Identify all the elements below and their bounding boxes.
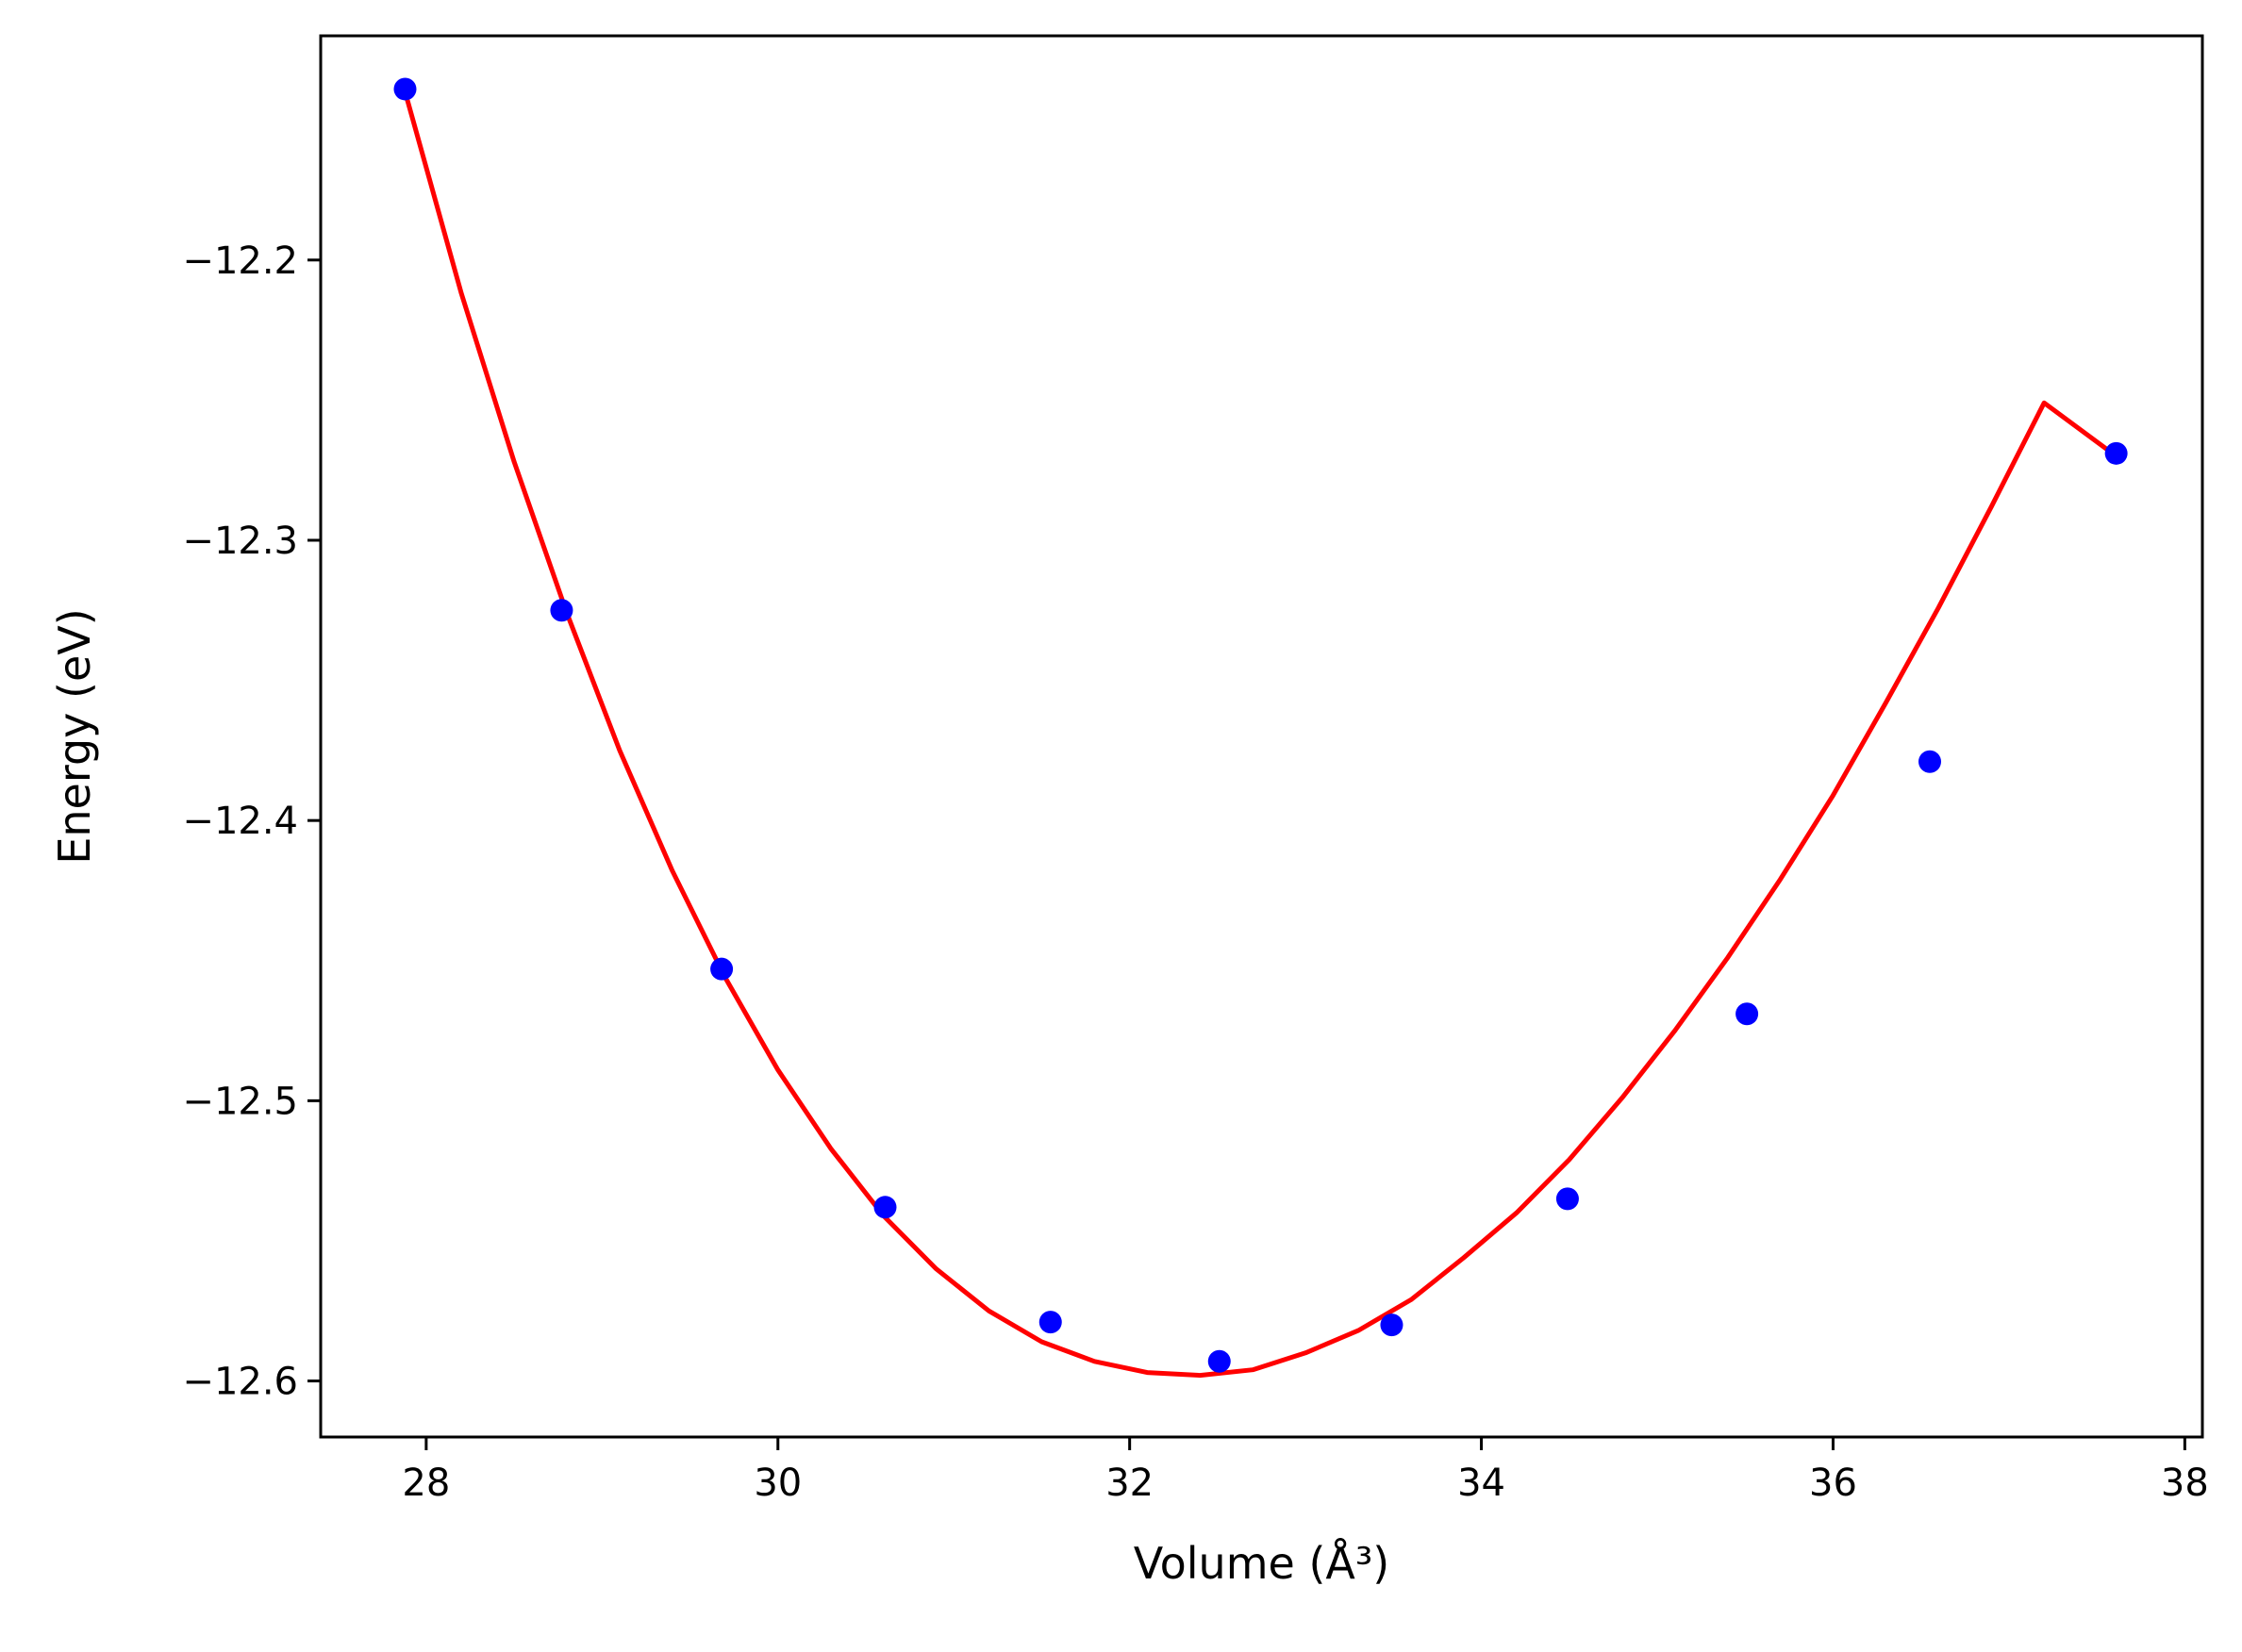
y-tick-label: −12.6 [182, 1361, 298, 1404]
data-point [1207, 1349, 1231, 1373]
x-tick-label: 28 [402, 1462, 450, 1505]
plot-frame [319, 34, 2204, 1439]
y-axis-ticks: −12.2 −12.3 −12.4 −12.5 −12.6 [182, 240, 321, 1404]
points-layer [393, 77, 2128, 1373]
data-point [1380, 1313, 1403, 1337]
x-tick-label: 38 [2161, 1462, 2209, 1505]
y-tick-label: −12.5 [182, 1080, 298, 1123]
data-point [550, 599, 573, 622]
x-tick-label: 30 [754, 1462, 802, 1505]
data-point [1555, 1187, 1579, 1211]
data-point [1038, 1311, 1062, 1334]
x-tick-label: 36 [1809, 1462, 1857, 1505]
data-point [2104, 441, 2128, 465]
fit-curve-line [403, 89, 2119, 1379]
y-axis-label: Energy (eV) [49, 608, 100, 864]
y-tick-label: −12.2 [182, 240, 298, 283]
fit-layer [403, 89, 2119, 1379]
x-tick-label: 32 [1105, 1462, 1154, 1505]
x-axis-ticks: 28 30 32 34 36 38 [402, 1437, 2209, 1505]
data-point [710, 957, 734, 981]
data-point [1918, 750, 1942, 773]
y-tick-label: −12.3 [182, 520, 298, 563]
data-point [1735, 1002, 1759, 1026]
x-axis-label: Volume (Å³) [1134, 1538, 1390, 1589]
data-point [393, 77, 417, 101]
y-tick-label: −12.4 [182, 800, 298, 843]
x-tick-label: 34 [1457, 1462, 1505, 1505]
data-point [873, 1196, 897, 1219]
